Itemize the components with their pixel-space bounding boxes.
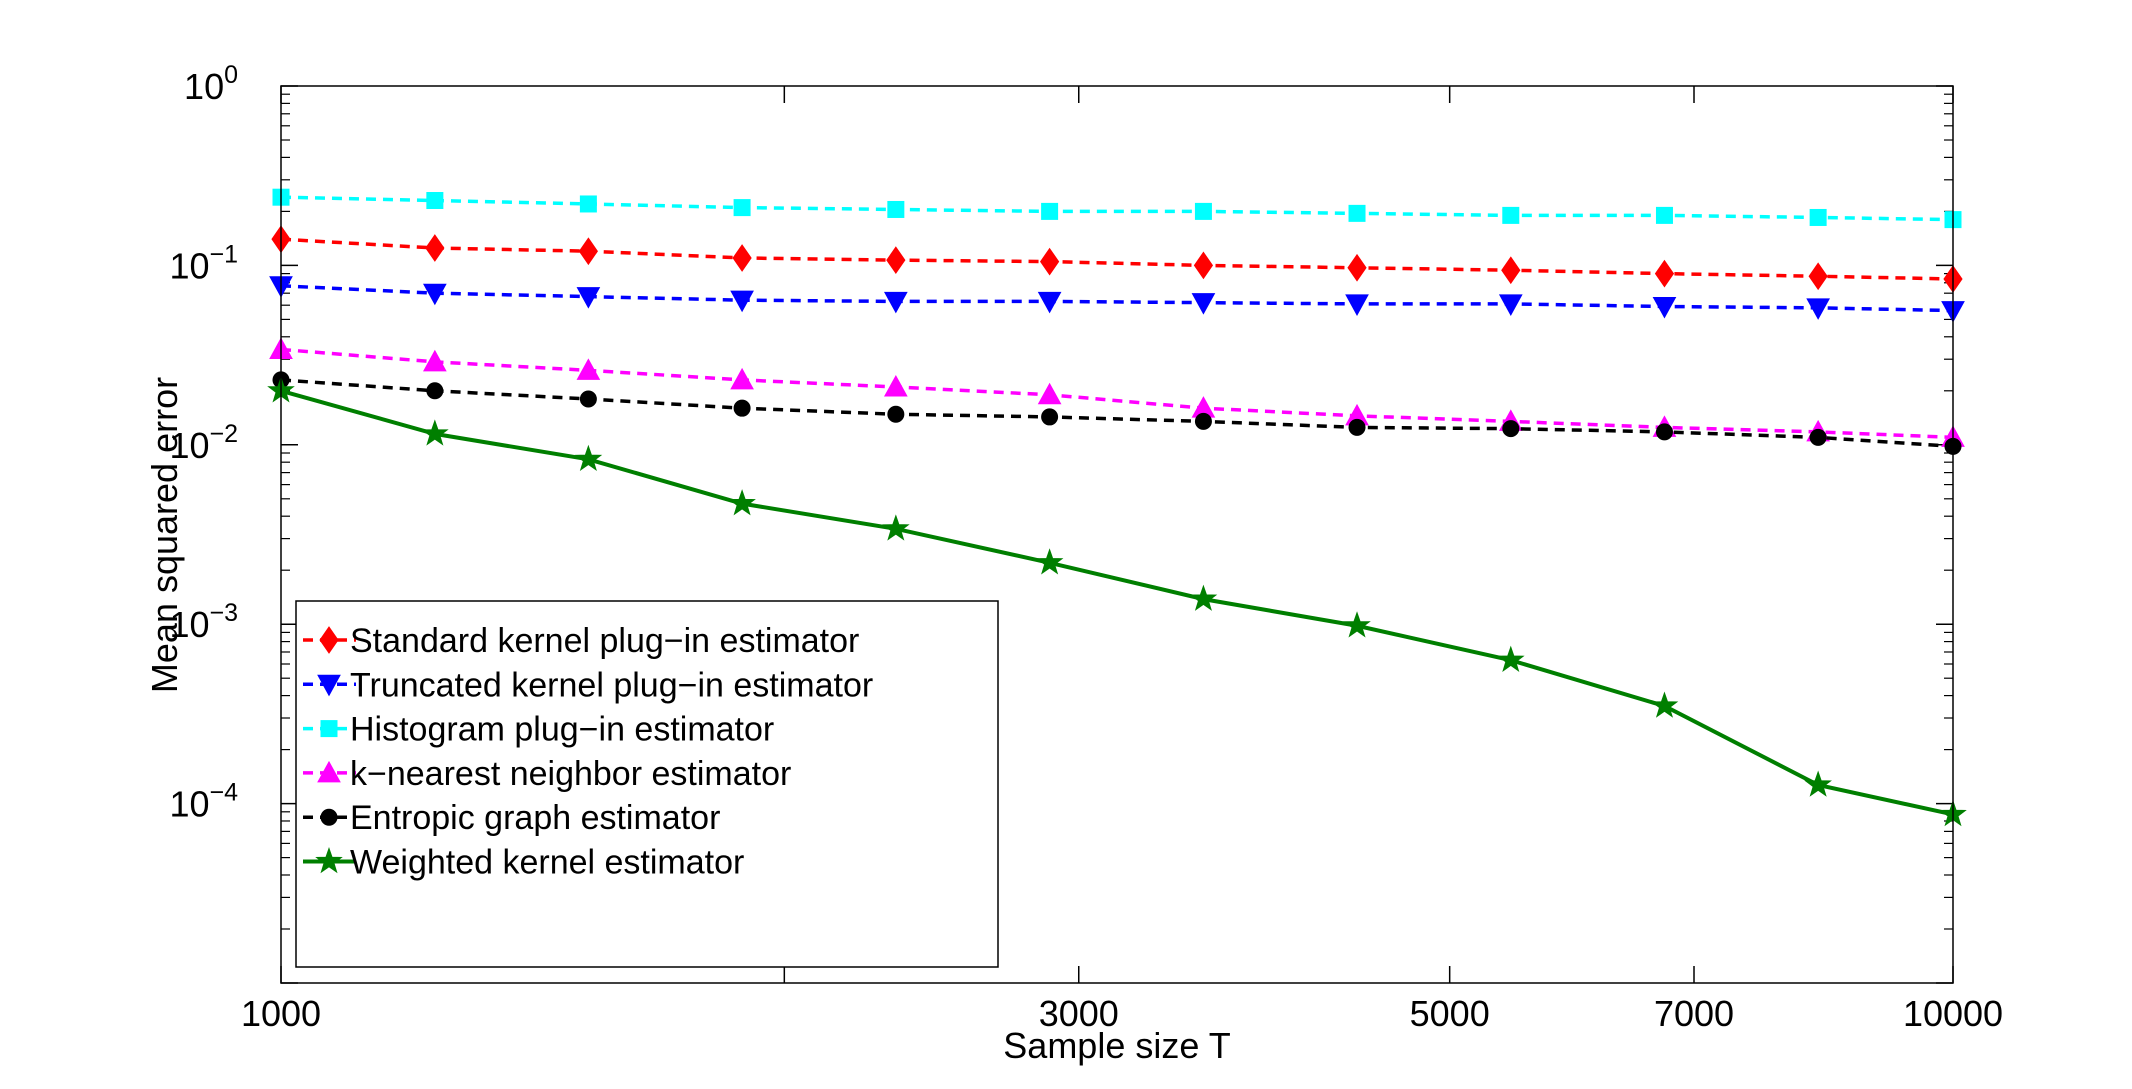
series-0 [271,225,1963,293]
data-point [1035,548,1064,575]
data-point [1348,418,1366,436]
y-tick-label: 10−4 [169,779,238,825]
legend-marker [315,846,343,874]
series-line [280,195,1954,222]
legend-item: Truncated kernel plug−in estimator [303,666,873,704]
legend-item: k−nearest neighbor estimator [303,755,791,793]
data-point [574,444,603,472]
data-point [1037,291,1062,314]
data-point [732,244,752,272]
data-point [1037,382,1062,405]
legend-item: Histogram plug−in estimator [303,711,774,749]
data-point [1806,298,1830,320]
data-point [1348,204,1366,222]
legend-label: Standard kernel plug−in estimator [350,622,859,660]
data-point [1654,259,1675,288]
x-axis-label: Sample size T [1003,1025,1230,1066]
data-point [1345,294,1369,316]
legend-label: Truncated kernel plug−in estimator [350,666,873,704]
data-point [1191,293,1216,315]
legend-item: Entropic graph estimator [303,799,720,837]
legend-box [295,600,999,968]
data-point [1041,408,1059,426]
x-tick-label: 1000 [241,993,321,1034]
y-tick-label: 10−1 [169,240,238,286]
series-line [280,388,1954,817]
data-point [883,374,908,397]
data-point [883,291,908,314]
data-point [426,382,444,400]
data-point [1809,428,1827,446]
x-tick-label: 7000 [1654,993,1734,1034]
legend-item: Standard kernel plug−in estimator [303,622,859,660]
data-point [578,237,598,266]
data-point [423,283,447,306]
data-point [426,192,444,210]
legend: Standard kernel plug−in estimator Truncat… [295,600,999,968]
x-tick-label: 5000 [1410,993,1490,1034]
legend-marker [317,674,341,697]
data-point [1804,770,1832,797]
data-point [1502,420,1520,438]
data-point [1040,247,1060,276]
data-point [1194,412,1212,430]
legend-label: Entropic graph estimator [350,799,720,837]
data-point [887,405,905,423]
y-axis-label: Mean squared error [144,377,185,693]
data-point [1808,262,1828,291]
legend-items: Standard kernel plug−in estimator Truncat… [303,622,873,882]
data-point [1652,297,1677,319]
data-point [1655,423,1673,441]
data-point [887,200,905,218]
data-point [425,234,445,262]
data-point [1655,206,1673,224]
data-point [733,399,751,417]
data-point [728,489,756,516]
legend-label: Histogram plug−in estimator [350,711,774,749]
y-tick-label: 100 [184,61,238,107]
legend-item: Weighted kernel estimator [303,844,744,882]
data-point [1498,294,1523,316]
data-point [730,290,754,313]
data-point [1194,202,1212,220]
data-point [579,195,597,213]
data-point [730,367,754,390]
legend-marker [320,808,338,826]
data-point [421,419,449,446]
x-tick-label: 3000 [1039,993,1119,1034]
legend-marker [317,760,341,783]
data-point [1501,256,1521,285]
data-point [1347,253,1367,282]
legend-label: Weighted kernel estimator [350,844,744,882]
data-point [1189,584,1218,611]
legend-label: k−nearest neighbor estimator [350,755,791,793]
plot-frame [280,85,1954,984]
data-point [886,246,906,275]
data-point [576,287,601,309]
data-point [576,358,601,380]
x-tick-label: 10000 [1903,993,2003,1034]
y-tick-label: 10−2 [169,420,238,466]
y-tick-label: 10−3 [169,599,238,645]
data-point [882,514,910,541]
data-point [1496,645,1525,672]
legend-marker [319,626,339,654]
data-point [423,349,447,372]
data-point [579,390,597,408]
data-point [1041,202,1059,220]
series-line [280,347,1954,440]
y-tick-labels: 100 10−1 10−2 10−3 10−4 [169,61,238,825]
data-point [733,199,751,217]
x-tick-labels: 1000 3000 5000 7000 10000 [241,993,2003,1034]
data-point [1809,208,1827,226]
data-point [1650,691,1679,718]
legend-marker [320,720,338,738]
data-point [1502,206,1520,224]
data-point [1343,611,1371,638]
data-point [1193,251,1214,280]
